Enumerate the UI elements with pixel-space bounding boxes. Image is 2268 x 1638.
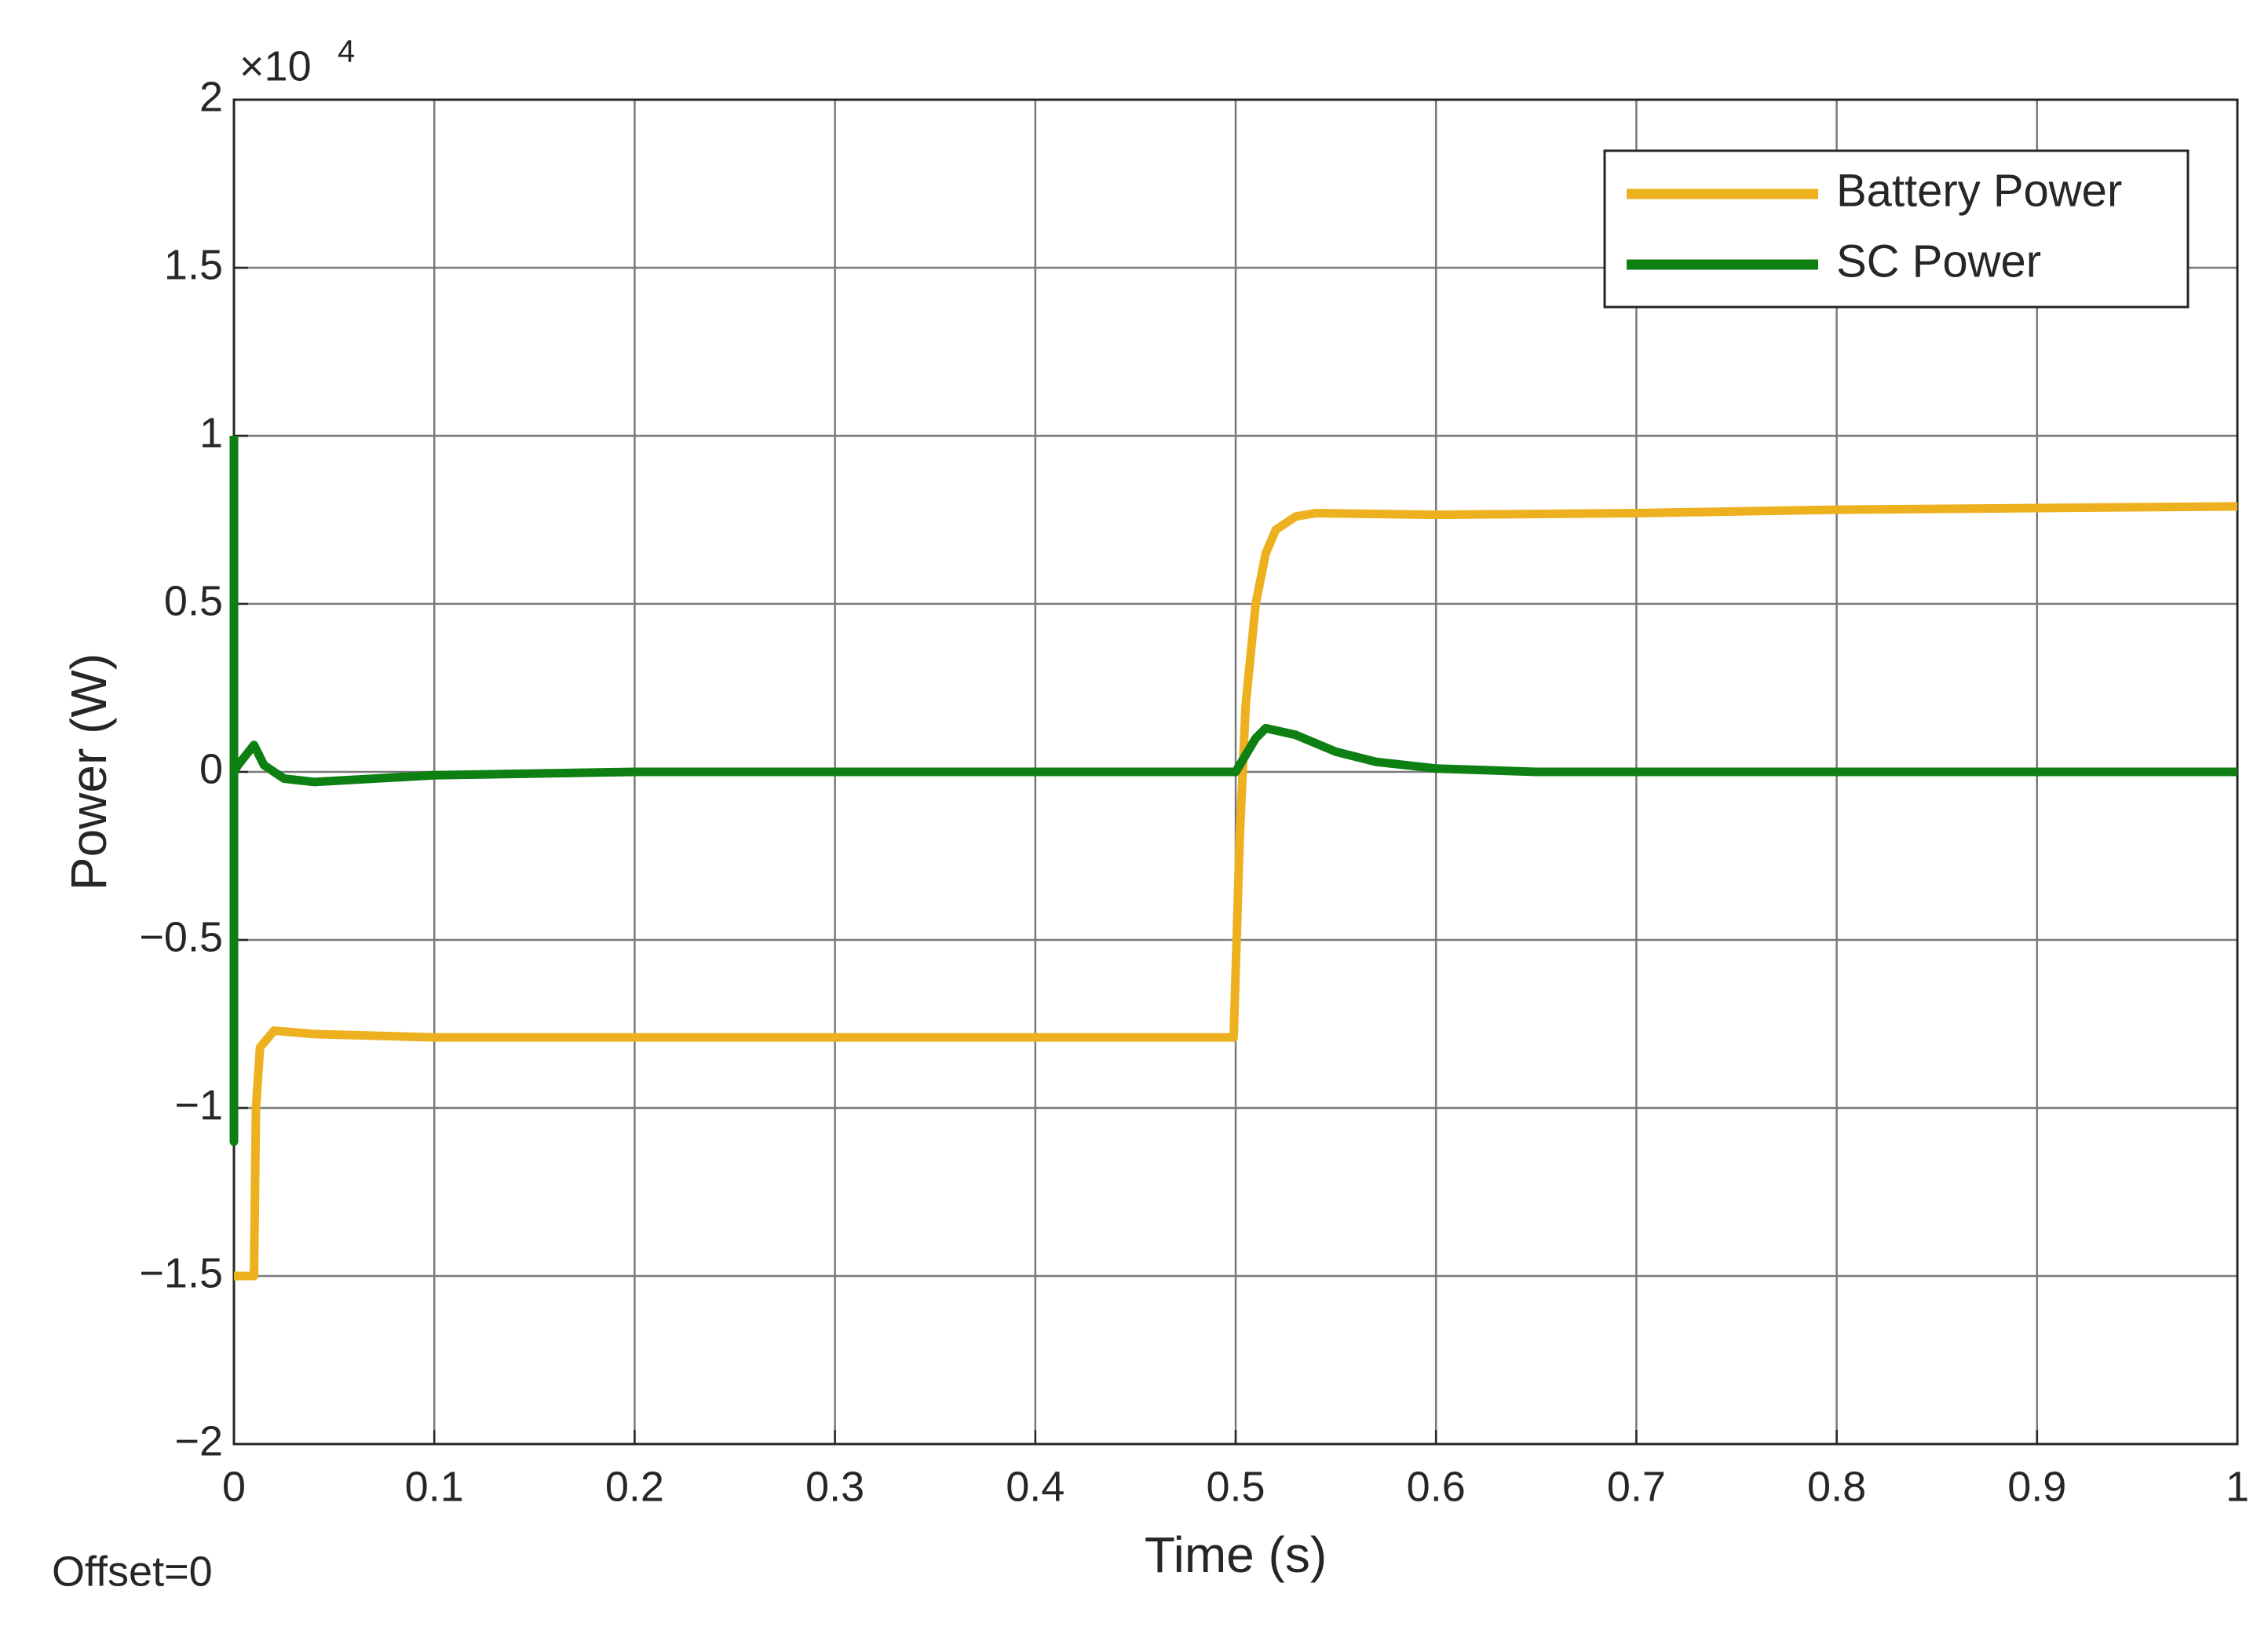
y-multiplier: ×10 bbox=[239, 42, 312, 90]
x-tick-label: 0.9 bbox=[2007, 1463, 2066, 1510]
y-tick-label: −0.5 bbox=[139, 913, 223, 960]
x-tick-label: 0.7 bbox=[1607, 1463, 1666, 1510]
x-axis-label: Time (s) bbox=[1145, 1526, 1327, 1583]
legend-label: SC Power bbox=[1836, 236, 2041, 287]
x-tick-label: 0.8 bbox=[1807, 1463, 1866, 1510]
series-line bbox=[234, 502, 2238, 1281]
offset-note: Offset=0 bbox=[52, 1548, 213, 1595]
y-tick-label: 1.5 bbox=[164, 241, 223, 288]
legend-box bbox=[1603, 149, 2189, 309]
y-tick-label: 2 bbox=[199, 73, 223, 120]
x-tick-label: 0.2 bbox=[605, 1463, 664, 1510]
y-tick-label: 0.5 bbox=[164, 577, 223, 624]
legend-label: Battery Power bbox=[1836, 165, 2122, 216]
x-tick-label: 1 bbox=[2226, 1463, 2249, 1510]
x-tick-label: 0 bbox=[222, 1463, 246, 1510]
series-line bbox=[229, 436, 2237, 1146]
x-tick-label: 0.3 bbox=[805, 1463, 864, 1510]
y-tick-label: 0 bbox=[199, 745, 223, 792]
y-tick-label: 1 bbox=[199, 409, 223, 456]
y-exponent: 4 bbox=[338, 35, 355, 69]
y-axis-label: Power (W) bbox=[60, 653, 117, 890]
x-tick-label: 0.5 bbox=[1206, 1463, 1265, 1510]
x-tick-label: 0.1 bbox=[405, 1463, 464, 1510]
x-tick-label: 0.6 bbox=[1407, 1463, 1466, 1510]
x-tick-label: 0.4 bbox=[1006, 1463, 1065, 1510]
y-tick-label: −1.5 bbox=[139, 1249, 223, 1296]
y-tick-label: −1 bbox=[174, 1081, 223, 1128]
y-tick-label: −2 bbox=[174, 1417, 223, 1464]
